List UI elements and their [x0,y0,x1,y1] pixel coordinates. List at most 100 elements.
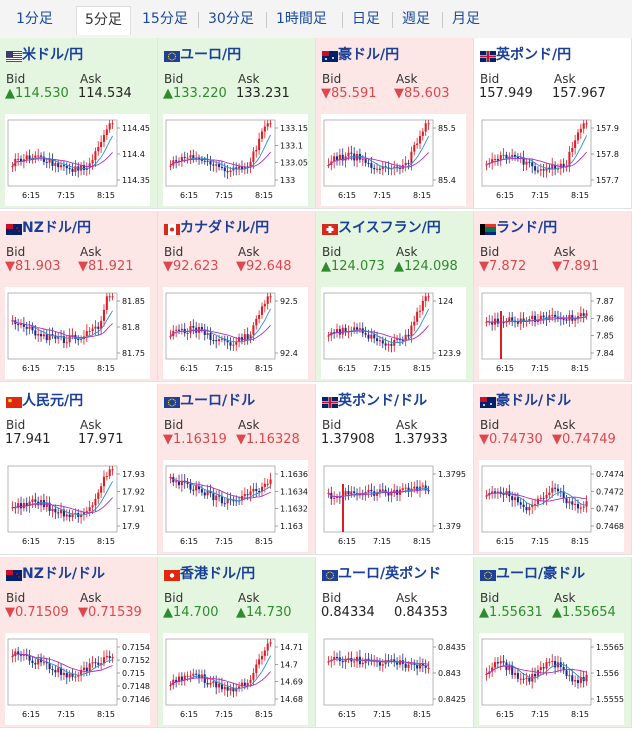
rate-card[interactable]: 人民元/円 Bid Ask 17.941 17.971 17.93 17.92 17.91 17… [0,384,158,555]
chart-container[interactable]: 14.71 14.7 14.69 14.68 6:15 7:15 8:15 [163,633,308,725]
y-tick-label: 0.7146 [122,695,150,704]
chart-container[interactable]: 0.7154 0.7152 0.715 0.7148 0.7146 6:15 7:15 8:1… [5,633,150,725]
rate-card[interactable]: ランド/円 Bid Ask ▼7.872 ▼7.891 7.87 7.86 7.85 7.84 6… [474,211,632,382]
ca-flag-icon [164,220,180,235]
x-tick-label: 6:15 [496,364,514,373]
currency-pair-name[interactable]: ユーロ/豪ドル [496,566,586,582]
chart-container[interactable]: 1.5565 1.556 1.5555 6:15 7:15 8:15 [479,633,624,725]
y-tick-label: 0.7468 [596,522,624,531]
price-chart: 7.87 7.86 7.85 7.84 6:15 7:15 8:15 [481,292,614,373]
currency-pair-name[interactable]: ランド/円 [496,220,558,236]
rate-card[interactable]: カナダドル/円 Bid Ask ▼92.623 ▼92.648 92.5 92.4 6:15 7… [158,211,316,382]
nz-flag-icon [6,220,22,235]
rate-card[interactable]: 米ドル/円 Bid Ask ▲114.530 114.534 114.45 114.4 114… [0,38,158,209]
chart-container[interactable]: 114.45 114.4 114.35 6:15 7:15 8:15 [5,114,150,206]
x-tick-label: 6:15 [496,710,514,719]
currency-pair-name[interactable]: ユーロ/円 [180,47,242,63]
ask-label: Ask [396,591,418,605]
ask-value: ▼85.603 [394,86,450,101]
rate-card[interactable]: NZドル/円 Bid Ask ▼81.903 ▼81.921 81.85 81.8 81.75… [0,211,158,382]
rate-card[interactable]: ユーロ/英ポンド Bid Ask 0.84334 0.84353 0.8435 0.843 0… [316,557,474,728]
ask-value: ▼0.74749 [552,432,616,447]
rate-card[interactable]: NZドル/ドル Bid Ask ▼0.71509 ▼0.71539 0.7154 0.715… [0,557,158,728]
ask-value: 0.84353 [394,605,448,620]
ask-label: Ask [80,418,102,432]
ask-value: ▼81.921 [78,259,134,274]
chart-container[interactable]: 157.9 157.8 157.7 6:15 7:15 8:15 [479,114,624,206]
chart-container[interactable]: 85.5 85.4 6:15 7:15 8:15 [321,114,466,206]
y-tick-label: 7.85 [596,332,614,341]
currency-pair-name[interactable]: 英ポンド/円 [496,47,572,63]
tab-6[interactable]: 日足 [352,11,380,27]
y-tick-label: 157.7 [596,176,619,185]
bid-label: Bid [322,72,342,86]
chart-container[interactable]: 81.85 81.8 81.75 6:15 7:15 8:15 [5,287,150,379]
tab-8[interactable]: 月足 [452,11,480,27]
currency-pair-name[interactable]: ユーロ/英ポンド [338,566,442,582]
tab-4[interactable]: 30分足 [208,11,254,27]
currency-pair-name[interactable]: スイスフラン/円 [338,220,441,236]
tab-5[interactable]: 1時間足 [276,11,327,27]
chart-container[interactable]: 1.1636 1.1634 1.1632 1.163 6:15 7:15 8:15 [163,460,308,552]
ask-value: ▼1.16328 [236,432,300,447]
currency-pair-name[interactable]: NZドル/ドル [22,566,105,582]
tab-2[interactable]: 5分足 [76,6,131,35]
tab-1[interactable]: 1分足 [16,11,53,27]
y-tick-label: 0.7472 [596,487,624,496]
cn-flag-icon [6,393,22,408]
currency-pair-name[interactable]: 米ドル/円 [22,47,84,63]
ask-label: Ask [80,72,102,86]
tab-3[interactable]: 15分足 [142,11,188,27]
y-tick-label: 14.69 [280,678,303,687]
ask-label: Ask [80,245,102,259]
bid-value: ▼7.872 [479,259,527,274]
chart-container[interactable]: 17.93 17.92 17.91 17.9 6:15 7:15 8:15 [5,460,150,552]
chart-container[interactable]: 133.15 133.1 133.05 133 6:15 7:15 8:15 [163,114,308,206]
ask-label: Ask [554,591,576,605]
currency-pair-name[interactable]: 豪ドル/円 [338,47,400,63]
rate-card[interactable]: スイスフラン/円 Bid Ask ▲124.073 ▲124.098 124 123.9 6:… [316,211,474,382]
rate-card[interactable]: ユーロ/ドル Bid Ask ▼1.16319 ▼1.16328 1.1636 1.1634… [158,384,316,555]
bid-value: ▲133.220 [163,86,227,101]
currency-pair-name[interactable]: 香港ドル/円 [180,566,256,582]
x-tick-label: 7:15 [531,710,549,719]
rate-card[interactable]: 豪ドル/円 Bid Ask ▼85.591 ▼85.603 85.5 85.4 6:15 7:1… [316,38,474,209]
rate-card[interactable]: ユーロ/円 Bid Ask ▲133.220 133.231 133.15 133.1 133… [158,38,316,209]
price-chart: 0.8435 0.843 0.8425 6:15 7:15 8:15 [323,638,466,719]
ask-label: Ask [396,245,418,259]
chart-container[interactable]: 7.87 7.86 7.85 7.84 6:15 7:15 8:15 [479,287,624,379]
currency-pair-name[interactable]: 人民元/円 [22,393,84,409]
currency-pair-name[interactable]: NZドル/円 [22,220,91,236]
rate-card[interactable]: 香港ドル/円 Bid Ask ▲14.700 ▲14.730 14.71 14.7 14.69… [158,557,316,728]
y-tick-label: 17.9 [122,522,140,531]
chart-container[interactable]: 0.7474 0.7472 0.747 0.7468 6:15 7:15 8:15 [479,460,624,552]
x-tick-label: 8:15 [571,191,589,200]
x-tick-label: 7:15 [57,710,75,719]
x-tick-label: 6:15 [496,537,514,546]
rate-card[interactable]: 英ポンド/ドル Bid Ask 1.37908 1.37933 1.3795 1.379 6:… [316,384,474,555]
bid-label: Bid [6,418,26,432]
y-tick-label: 14.7 [280,660,298,669]
ask-label: Ask [554,72,576,86]
currency-pair-name[interactable]: カナダドル/円 [180,220,270,236]
chart-container[interactable]: 92.5 92.4 6:15 7:15 8:15 [163,287,308,379]
rate-card[interactable]: 英ポンド/円 Bid Ask 157.949 157.967 157.9 157.8 157.… [474,38,632,209]
chart-container[interactable]: 1.3795 1.379 6:15 7:15 8:15 [321,460,466,552]
y-tick-label: 124 [438,297,453,306]
x-tick-label: 7:15 [215,364,233,373]
currency-pair-name[interactable]: 英ポンド/ドル [338,393,428,409]
rate-card[interactable]: 豪ドル/ドル Bid Ask ▼0.74730 ▼0.74749 0.7474 0.7472… [474,384,632,555]
currency-pair-name[interactable]: 豪ドル/ドル [496,393,572,409]
tab-7[interactable]: 週足 [402,11,430,27]
currency-pair-name[interactable]: ユーロ/ドル [180,393,256,409]
x-tick-label: 7:15 [531,537,549,546]
ask-label: Ask [238,418,260,432]
chart-container[interactable]: 0.8435 0.843 0.8425 6:15 7:15 8:15 [321,633,466,725]
bid-value: ▲1.55631 [479,605,543,620]
chart-container[interactable]: 124 123.9 6:15 7:15 8:15 [321,287,466,379]
eu-flag-icon [164,47,180,62]
gb-flag-icon [322,393,338,408]
za-flag-icon [480,220,496,235]
rate-card[interactable]: ユーロ/豪ドル Bid Ask ▲1.55631 ▲1.55654 1.5565 1.556… [474,557,632,728]
bid-value: 0.84334 [321,605,375,620]
